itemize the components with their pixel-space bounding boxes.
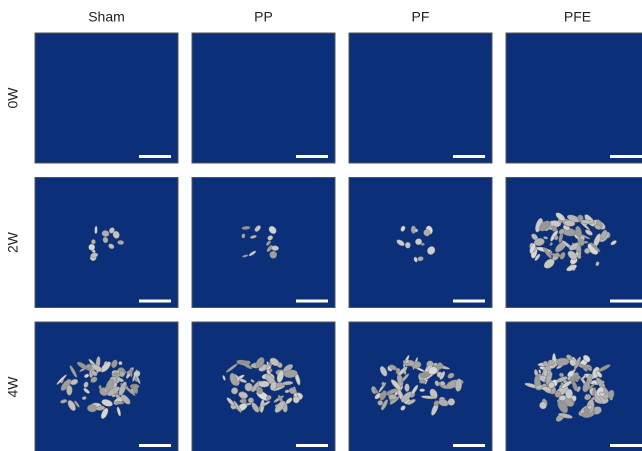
bone-fragment — [66, 385, 72, 395]
scale-bar — [610, 155, 642, 158]
image-panel — [35, 33, 178, 163]
image-panel — [506, 33, 642, 163]
scale-bar — [296, 300, 328, 303]
scale-bar — [453, 155, 485, 158]
bone-fragment — [240, 399, 246, 403]
image-panel — [506, 178, 642, 308]
bone-fragment — [405, 242, 410, 248]
image-panel — [192, 33, 335, 163]
bone-fragment — [405, 384, 410, 392]
scale-bar — [610, 300, 642, 303]
column-label: PP — [254, 9, 273, 25]
bone-fragment — [414, 229, 418, 233]
figure: Sham PP PF PFE 0W 2W 4W — [0, 0, 642, 451]
row-label: 2W — [5, 231, 21, 253]
column-label: PF — [412, 9, 430, 25]
column-label: Sham — [88, 9, 125, 25]
scale-bar — [296, 155, 328, 158]
bone-fragment — [94, 226, 97, 234]
bone-fragment — [419, 380, 426, 384]
bone-fragment — [421, 243, 425, 246]
bone-fragment — [420, 389, 425, 392]
row-label: 0W — [5, 87, 21, 109]
image-panel — [192, 178, 335, 308]
bone-fragment — [258, 381, 269, 387]
scale-bar — [453, 444, 485, 447]
bone-fragment — [119, 361, 123, 365]
bone-fragment — [271, 245, 279, 251]
scale-bar — [453, 300, 485, 303]
scale-bar — [296, 444, 328, 447]
bone-fragment — [117, 240, 124, 245]
scale-bar — [610, 444, 642, 447]
bone-fragment — [269, 251, 277, 259]
scale-bar — [139, 444, 171, 447]
image-panel — [349, 322, 492, 451]
image-panel — [349, 33, 492, 163]
column-label: PFE — [564, 9, 591, 25]
scale-bar — [139, 300, 171, 303]
bone-fragment — [543, 361, 548, 366]
row-label: 4W — [5, 376, 21, 398]
scale-bar — [139, 155, 171, 158]
